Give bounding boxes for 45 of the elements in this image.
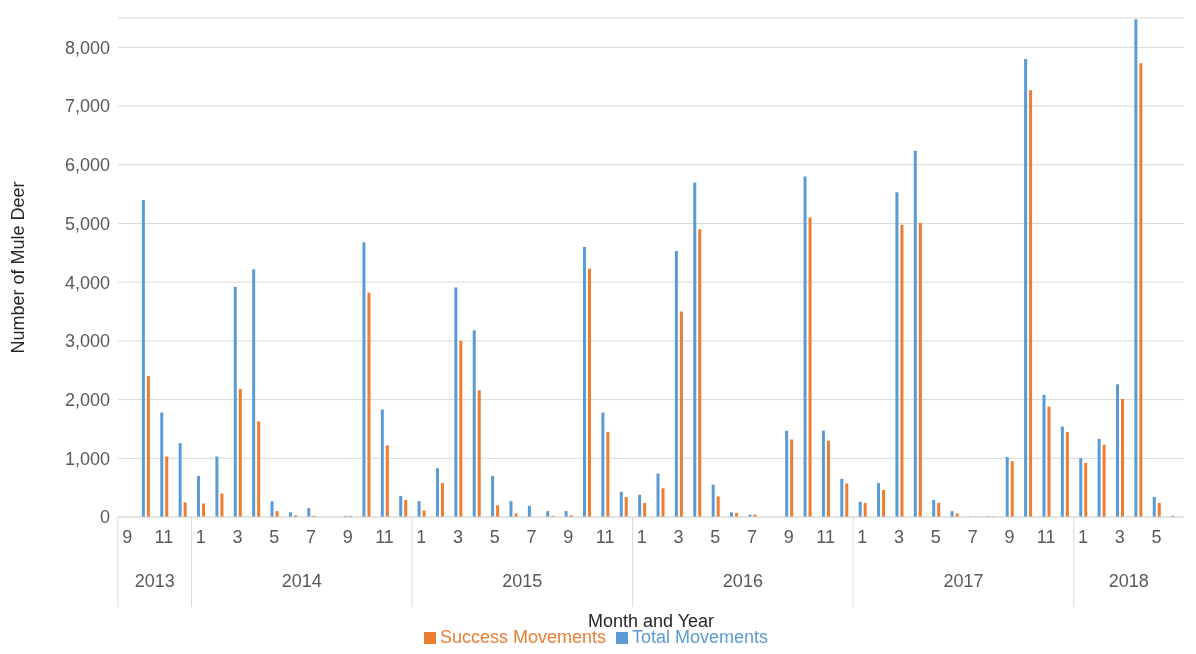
x-tick-label: 5 — [710, 527, 721, 547]
y-tick-label: 2,000 — [64, 389, 110, 410]
y-tick-label: 4,000 — [64, 272, 110, 293]
y-tick-label: 7,000 — [64, 96, 110, 117]
x-tick-label: 5 — [930, 527, 941, 547]
text: 2017 — [943, 571, 984, 591]
x-tick-label: 3 — [894, 527, 905, 547]
x-tick-label: 1 — [857, 527, 868, 547]
x-tick-label: 3 — [673, 527, 684, 547]
x-tick-label: 7 — [526, 527, 537, 547]
x-tick-label: 11 — [816, 527, 835, 547]
text: 2013 — [134, 571, 175, 591]
y-tick-label: 8,000 — [64, 37, 110, 58]
text: 2016 — [722, 571, 763, 591]
x-tick-label: 5 — [489, 527, 500, 547]
x-tick-label: 1 — [636, 527, 647, 547]
y-tick-label: 3,000 — [64, 331, 110, 352]
x-tick-label: 7 — [747, 527, 758, 547]
x-tick-label: 11 — [154, 527, 174, 547]
x-tick-label: 11 — [595, 527, 615, 547]
x-tick-label: 9 — [1004, 527, 1015, 547]
x-tick-label: 1 — [416, 527, 427, 547]
y-tick-label: 1,000 — [64, 448, 110, 469]
x-tick-label: 11 — [1036, 527, 1056, 547]
text: 2014 — [281, 571, 322, 591]
text: 2018 — [1108, 571, 1149, 591]
x-tick-label: 9 — [563, 527, 574, 547]
x-tick-label: 1 — [195, 527, 206, 547]
y-tick-label: 0 — [99, 507, 110, 528]
x-tick-label: 3 — [232, 527, 243, 547]
x-tick-label: 11 — [375, 527, 394, 547]
y-tick-label: 5,000 — [64, 213, 110, 234]
y-tick-label: 6,000 — [64, 155, 110, 176]
x-tick-label: 5 — [269, 527, 280, 547]
y-axis-title: Number of Mule Deer — [8, 181, 29, 354]
x-tick-label: 5 — [1151, 527, 1162, 547]
x-tick-label: 1 — [1077, 527, 1088, 547]
x-tick-label: 3 — [453, 527, 464, 547]
x-tick-label: 7 — [305, 527, 316, 547]
x-tick-label: 3 — [1114, 527, 1125, 547]
x-tick-label: 9 — [783, 527, 794, 547]
x-tick-label: 7 — [967, 527, 978, 547]
text: 2015 — [502, 571, 543, 591]
x-tick-label: 9 — [342, 527, 353, 547]
x-tick-label: 9 — [122, 527, 133, 547]
